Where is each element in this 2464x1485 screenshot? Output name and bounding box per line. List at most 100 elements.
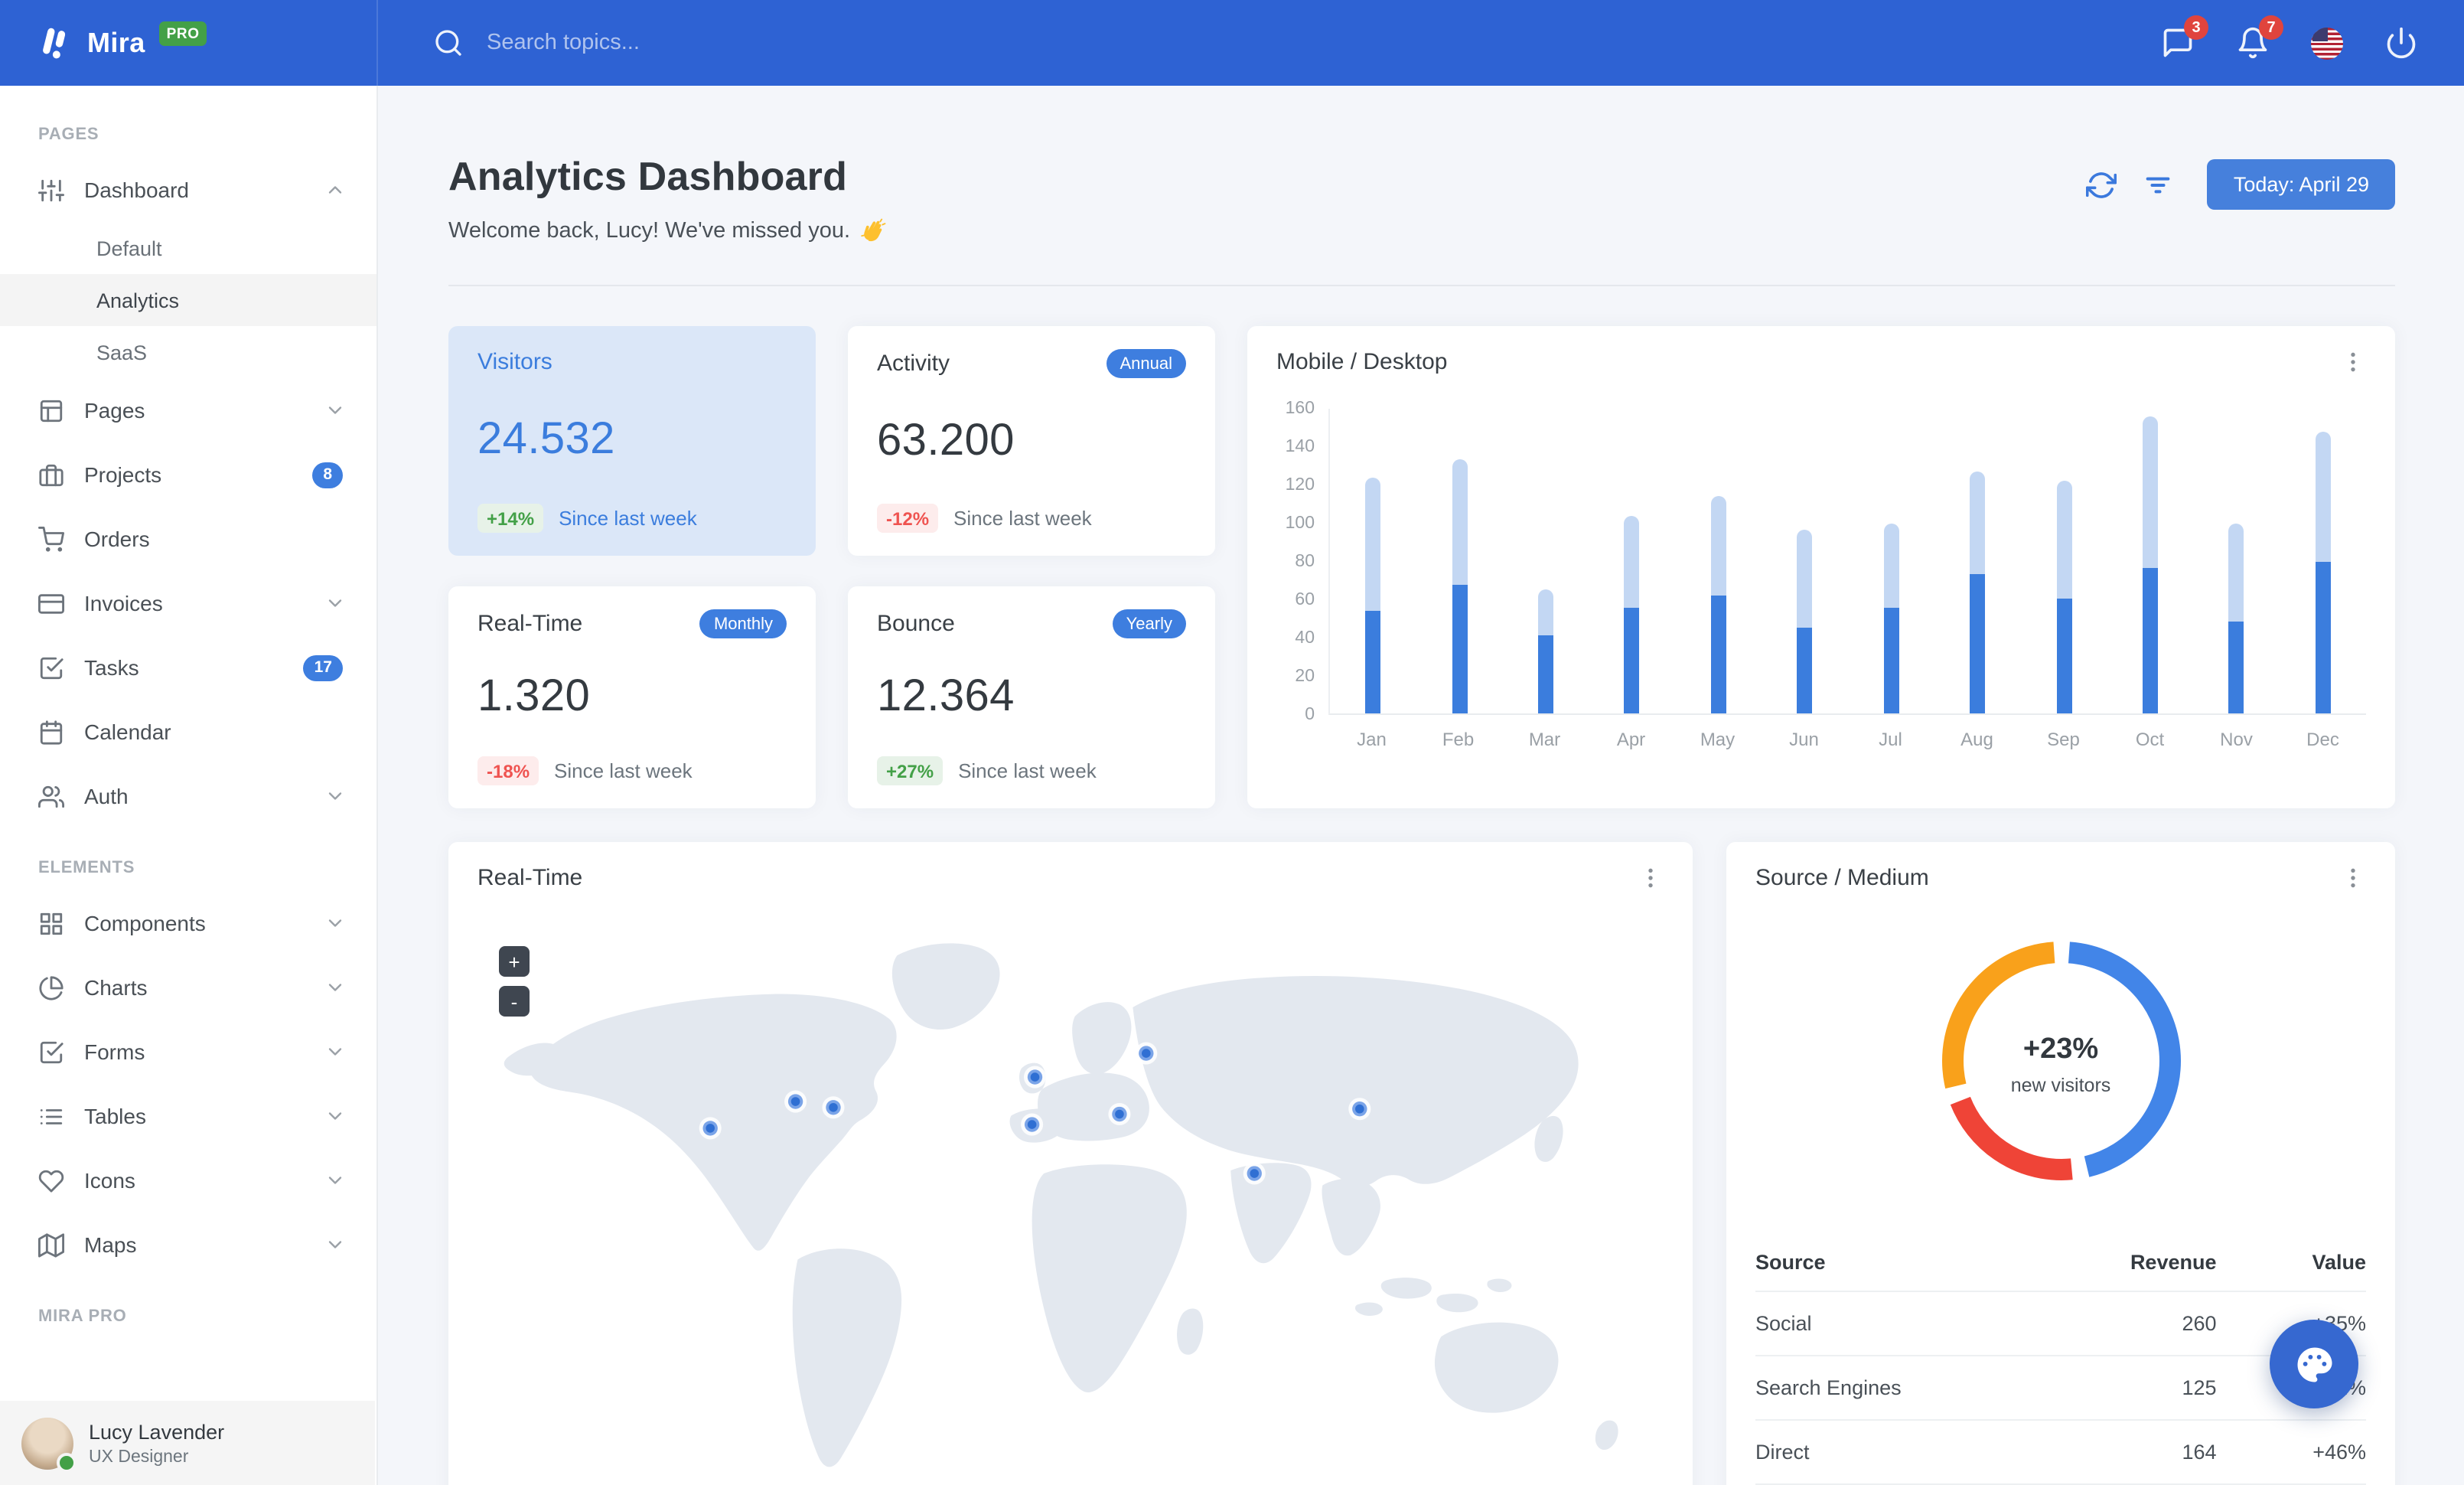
map-marker-4[interactable]	[1023, 1066, 1047, 1088]
table-row: Direct 164 +46%	[1755, 1420, 2366, 1485]
bar-jan	[1365, 478, 1381, 713]
chevron-down-icon	[324, 1234, 346, 1255]
table-header-value: Value	[2268, 1235, 2366, 1292]
search-icon[interactable]	[433, 28, 464, 58]
map-title: Real-Time	[477, 865, 583, 891]
chevron-down-icon	[324, 912, 346, 934]
sidebar-user[interactable]: Lucy Lavender UX Designer	[0, 1401, 375, 1485]
sliders-icon	[38, 177, 64, 203]
donut-segment-social	[1941, 942, 2180, 1180]
donut-segment-direct	[1941, 942, 2180, 1180]
map-zoom-in-button[interactable]: +	[499, 946, 530, 977]
chevron-up-icon	[324, 179, 346, 201]
pie-chart-icon	[38, 974, 64, 1000]
palette-icon	[2293, 1343, 2335, 1385]
stat-value: 1.320	[477, 672, 591, 721]
x-axis-tick: Sep	[2047, 729, 2080, 750]
stat-card-real-time: Real-Time Monthly 1.320 -18% Since last we…	[448, 586, 816, 808]
sidebar-item-pages[interactable]: Pages	[0, 378, 376, 442]
mobile-desktop-chart-card: Mobile / Desktop 0 20 40 60 80 100 120 140 160 J…	[1247, 326, 2395, 808]
world-map[interactable]	[477, 912, 1664, 1476]
map-icon	[38, 1232, 64, 1258]
stat-note: Since last week	[958, 759, 1097, 782]
stat-title: Visitors	[477, 349, 552, 375]
search-input[interactable]	[484, 29, 912, 57]
sign-out-power-icon[interactable]	[2384, 26, 2418, 60]
top-navbar: Mira PRO 3 7	[0, 0, 2464, 86]
stat-value: 24.532	[477, 414, 615, 463]
sidebar-item-orders[interactable]: Orders	[0, 507, 376, 571]
map-marker-5[interactable]	[1021, 1113, 1044, 1136]
chevron-down-icon	[324, 1105, 346, 1127]
kebab-menu-icon[interactable]	[1638, 865, 1664, 891]
map-marker-6[interactable]	[1108, 1102, 1131, 1126]
stat-note: Since last week	[953, 507, 1092, 530]
table-header-revenue: Revenue	[2019, 1235, 2269, 1292]
stat-note: Since last week	[554, 759, 693, 782]
sidebar-subitem-default[interactable]: Default	[96, 237, 162, 259]
avatar	[21, 1417, 77, 1472]
sidebar-item-charts[interactable]: Charts	[0, 955, 376, 1020]
sidebar-subitem-analytics[interactable]: Analytics	[0, 274, 376, 326]
sidebar-section-pages: PAGES	[38, 126, 99, 144]
chevron-down-icon	[324, 400, 346, 421]
kebab-menu-icon[interactable]	[2340, 349, 2366, 375]
sidebar-subitem-saas[interactable]: SaaS	[96, 341, 148, 364]
map-marker-1[interactable]	[699, 1117, 722, 1140]
notifications-bell-icon[interactable]: 7	[2236, 15, 2283, 60]
x-axis-tick: May	[1700, 729, 1736, 750]
period-badge: Annual	[1106, 349, 1186, 378]
language-flag-us-icon[interactable]	[2311, 27, 2343, 59]
x-axis-tick: Oct	[2135, 729, 2165, 750]
waving-hand-icon	[859, 217, 885, 243]
donut-title: Source / Medium	[1755, 865, 1929, 891]
map-marker-8[interactable]	[1243, 1162, 1266, 1185]
y-axis-tick: 160	[1285, 400, 1315, 418]
donut-center-value: +23%	[2022, 1033, 2099, 1066]
y-axis-tick: 0	[1305, 706, 1315, 724]
map-land	[504, 943, 1618, 1467]
chevron-down-icon	[324, 592, 346, 614]
user-role: UX Designer	[89, 1447, 189, 1466]
sidebar-item-components[interactable]: Components	[0, 891, 376, 955]
sidebar-item-invoices[interactable]: Invoices	[0, 571, 376, 635]
list-icon	[38, 1103, 64, 1129]
sidebar-item-icons[interactable]: Icons	[0, 1148, 376, 1212]
x-axis-tick: Jul	[1879, 729, 1902, 750]
map-marker-9[interactable]	[1348, 1098, 1371, 1121]
sidebar-item-tasks[interactable]: Tasks 17	[0, 635, 376, 700]
kebab-menu-icon[interactable]	[2340, 865, 2366, 891]
bar-oct	[2143, 416, 2158, 713]
bar-jun	[1797, 529, 1813, 713]
filter-icon[interactable]	[2143, 169, 2174, 200]
map-marker-2[interactable]	[784, 1090, 807, 1113]
sidebar-item-forms[interactable]: Forms	[0, 1020, 376, 1084]
sidebar-item-auth[interactable]: Auth	[0, 764, 376, 828]
sidebar-item-calendar[interactable]: Calendar	[0, 700, 376, 764]
bar-nov	[2228, 524, 2244, 713]
y-axis-tick: 100	[1285, 514, 1315, 533]
map-marker-7[interactable]	[1135, 1042, 1158, 1065]
table-row: Social 260 +35%	[1755, 1291, 2366, 1356]
x-axis-tick: Mar	[1528, 729, 1561, 750]
real-time-map-card: Real-Time + -	[448, 842, 1693, 1485]
sidebar-item-tables[interactable]: Tables	[0, 1084, 376, 1148]
sidebar-item-dashboard[interactable]: Dashboard	[0, 158, 376, 222]
sidebar-item-projects[interactable]: Projects 8	[0, 442, 376, 507]
stat-title: Bounce	[877, 611, 955, 637]
map-marker-3[interactable]	[822, 1096, 845, 1119]
brand[interactable]: Mira PRO	[0, 0, 378, 86]
donut-center-label: new visitors	[2010, 1075, 2111, 1096]
today-date-button[interactable]: Today: April 29	[2207, 159, 2395, 210]
map-zoom-out-button[interactable]: -	[499, 986, 530, 1017]
grid-icon	[38, 910, 64, 936]
messages-icon[interactable]: 3	[2161, 15, 2208, 60]
sidebar-item-maps[interactable]: Maps	[0, 1212, 376, 1277]
x-axis-tick: Jan	[1357, 729, 1387, 750]
x-axis-tick: Aug	[1960, 729, 1993, 750]
refresh-icon[interactable]	[2086, 169, 2117, 200]
header-divider	[448, 285, 2395, 286]
period-badge: Monthly	[699, 609, 787, 638]
theme-settings-fab[interactable]	[2270, 1320, 2358, 1408]
